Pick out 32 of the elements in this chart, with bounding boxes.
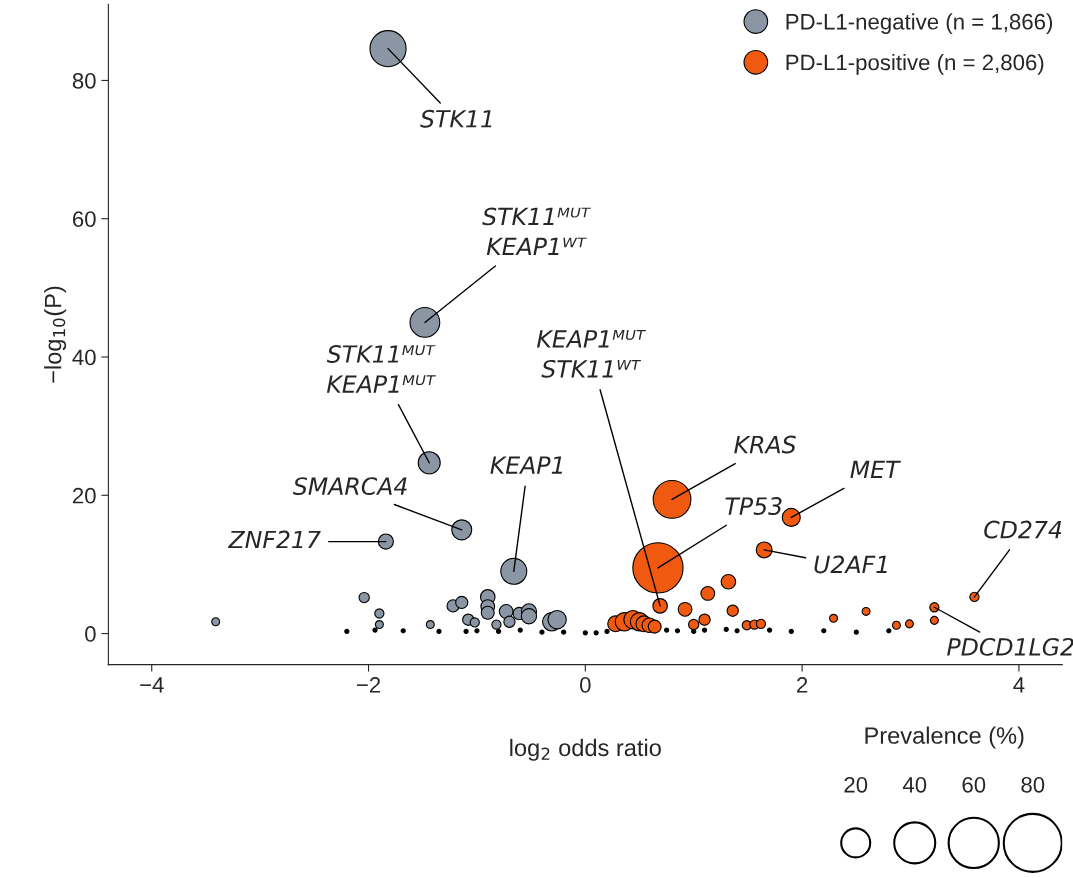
annotation: TP53 — [725, 497, 782, 515]
legend-title: Prevalence (%) — [865, 726, 1024, 749]
annotation: STK11 — [420, 109, 492, 128]
annotation: STK11ᴹᵁᵀ KEAP1ᴹᵁᵀ — [326, 345, 436, 393]
y-tick-label: 20 — [72, 487, 96, 504]
x-tick-label: −2 — [356, 677, 381, 693]
annotation: KRAS — [734, 435, 796, 454]
y-tick-label: 60 — [72, 211, 96, 227]
legend-label: 40 — [902, 776, 927, 793]
y-axis-title: −log$_{10}$(P) — [44, 286, 67, 383]
annotation: SMARCA4 — [292, 477, 407, 496]
annotation: STK11ᴹᵁᵀ KEAP1ᵂᵀ — [482, 207, 591, 256]
legend-label: 20 — [844, 776, 868, 793]
annotation: U2AF1 — [814, 555, 887, 574]
x-axis-title: log$_{2}$ odds ratio — [510, 738, 661, 761]
annotation: KEAP1 — [490, 456, 562, 474]
legend-label: 80 — [1021, 776, 1045, 793]
x-tick-label: 2 — [797, 677, 808, 693]
y-tick-label: 0 — [85, 626, 96, 642]
annotation: ZNF217 — [228, 530, 321, 549]
legend-label: PD-L1-negative (n = 1,866) — [786, 13, 1053, 34]
x-tick-label: 4 — [1013, 677, 1025, 693]
y-tick-label: 40 — [72, 349, 96, 366]
annotation: CD274 — [984, 520, 1062, 539]
legend-label: PD-L1-positive (n = 2,806) — [786, 53, 1044, 75]
y-tick-label: 80 — [72, 72, 96, 89]
annotation: PDCD1LG2 — [947, 637, 1073, 656]
x-tick-label: 0 — [580, 677, 591, 693]
legend-label: 60 — [962, 776, 986, 793]
annotation: MET — [850, 460, 901, 479]
x-tick-label: −4 — [140, 677, 164, 693]
annotation: KEAP1ᴹᵁᵀ STK11ᵂᵀ — [537, 330, 646, 378]
